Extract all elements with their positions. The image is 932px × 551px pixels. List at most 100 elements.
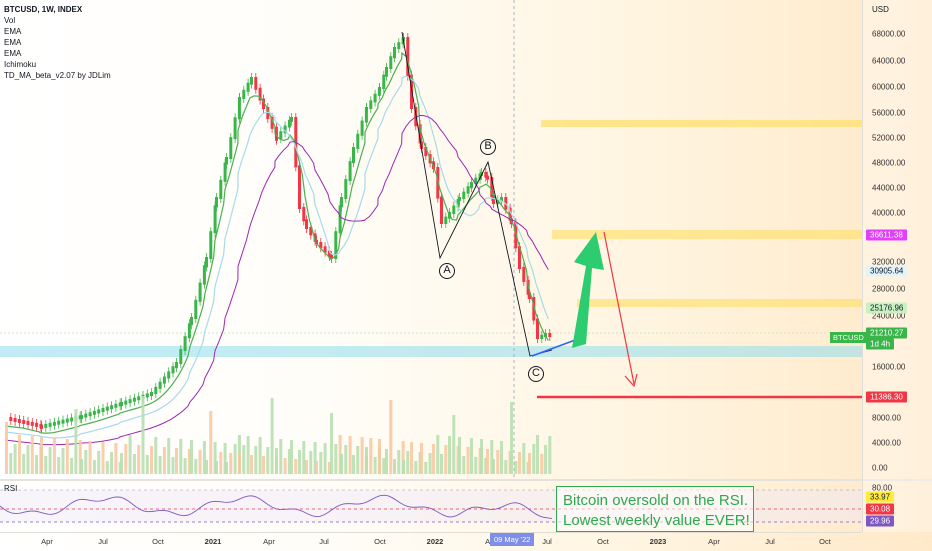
volume-bar [428,453,432,474]
volume-bar [223,443,227,474]
wave-label-b[interactable]: B [480,139,496,155]
wave-label-c[interactable]: C [528,366,544,382]
candles-group [9,33,552,433]
volume-bar [397,450,401,474]
annotation-note[interactable]: Bitcoin oversold on the RSI. Lowest week… [556,486,754,532]
volume-bar [287,449,291,474]
volume-bar [52,438,56,474]
rsi-title[interactable]: RSI [4,484,18,493]
legend-indicator-td-ma[interactable]: TD_MA_beta_v2.07 by JDLim [4,71,111,80]
up-arrow [572,232,604,348]
candle-body [13,417,17,422]
volume-bar [484,458,488,474]
candle-body [92,410,96,415]
volume-bar [548,436,552,474]
ema-mid-line [4,75,549,439]
volume-bar [402,460,405,474]
candle-body [305,219,308,229]
candle-body [348,161,352,182]
candle-body [352,147,355,164]
volume-bar [97,451,101,474]
volume-bar [229,453,233,474]
candle-body [105,406,109,411]
time-axis[interactable] [0,532,862,551]
down-arrow-head [624,373,638,388]
time-label: Apr [263,537,275,546]
volume-bar [225,462,228,474]
candle-body [242,89,246,99]
volume-bar [414,461,418,474]
volume-bar [466,447,470,474]
candle-body [418,124,422,144]
volume-bar [360,437,364,474]
symbol-price-label: BTCUSD [830,332,867,343]
candle-body [466,186,470,194]
volume-bar [258,437,262,474]
volume-bar [124,444,128,474]
volume-bar [492,459,495,474]
candle-body [145,393,149,398]
legend-indicator-ema-3[interactable]: EMA [4,49,22,58]
rsi-badge-red: 30.08 [866,503,895,515]
volume-bar [313,442,317,474]
candle-body [279,131,283,139]
candle-body [340,197,343,208]
candle-body [258,87,262,101]
price-tick: 48000.00 [872,158,906,168]
volume-bar [401,441,405,474]
wave-label-a[interactable]: A [439,263,455,279]
candle-body [424,147,428,157]
time-label: 2023 [649,537,667,546]
volume-bar [323,443,327,474]
volume-bar [452,415,456,474]
volume-bar [13,444,17,474]
candle-body [486,175,489,180]
volume-bar [202,441,206,474]
time-label: Apr [708,537,720,546]
price-badge-ema: 30905.64 [866,265,908,277]
candle-body [120,402,123,406]
price-chart[interactable] [0,0,862,478]
candle-body [70,417,74,422]
volume-bar [532,444,536,474]
candle-body [420,141,423,149]
volume-bar [510,402,513,474]
legend-indicator-ema-2[interactable]: EMA [4,38,22,47]
pane-separator[interactable] [0,479,932,481]
candle-body [175,362,178,369]
price-tick: 64000.00 [872,56,906,66]
candle-body [128,399,132,404]
legend-symbol[interactable]: BTCUSD, 1W, INDEX [4,5,83,14]
volume-bar [480,439,483,474]
volume-bar [270,398,274,474]
volume-bar [298,450,301,474]
legend-indicator-vol[interactable]: Vol [4,16,16,25]
volume-bar [448,436,451,474]
candle-body [198,282,202,302]
volume-bar [436,435,440,474]
price-tick: 56000.00 [872,108,906,118]
candle-body [492,194,495,204]
volume-bar [294,459,298,474]
candle-body [287,119,291,128]
volume-bar [61,448,65,474]
volume-bar [183,458,187,474]
abc-wave-line [401,31,553,357]
legend-indicator-ema-1[interactable]: EMA [4,27,22,36]
legend-indicator-ichimoku[interactable]: Ichimoku [4,60,37,69]
volume-bar [544,445,547,474]
candle-body [536,318,539,339]
candle-body [84,413,88,418]
volume-bar [78,440,82,474]
time-label: Oct [597,537,609,546]
candle-body [500,197,503,202]
chart-main-pane[interactable] [0,0,862,478]
volume-bar [48,447,52,474]
candle-body [154,386,158,394]
candle-body [440,196,443,224]
candle-body [518,246,521,269]
candle-body [80,415,83,419]
resistance-zone-upper [541,120,862,127]
volume-bar [65,439,69,474]
volume-bar [175,448,178,474]
